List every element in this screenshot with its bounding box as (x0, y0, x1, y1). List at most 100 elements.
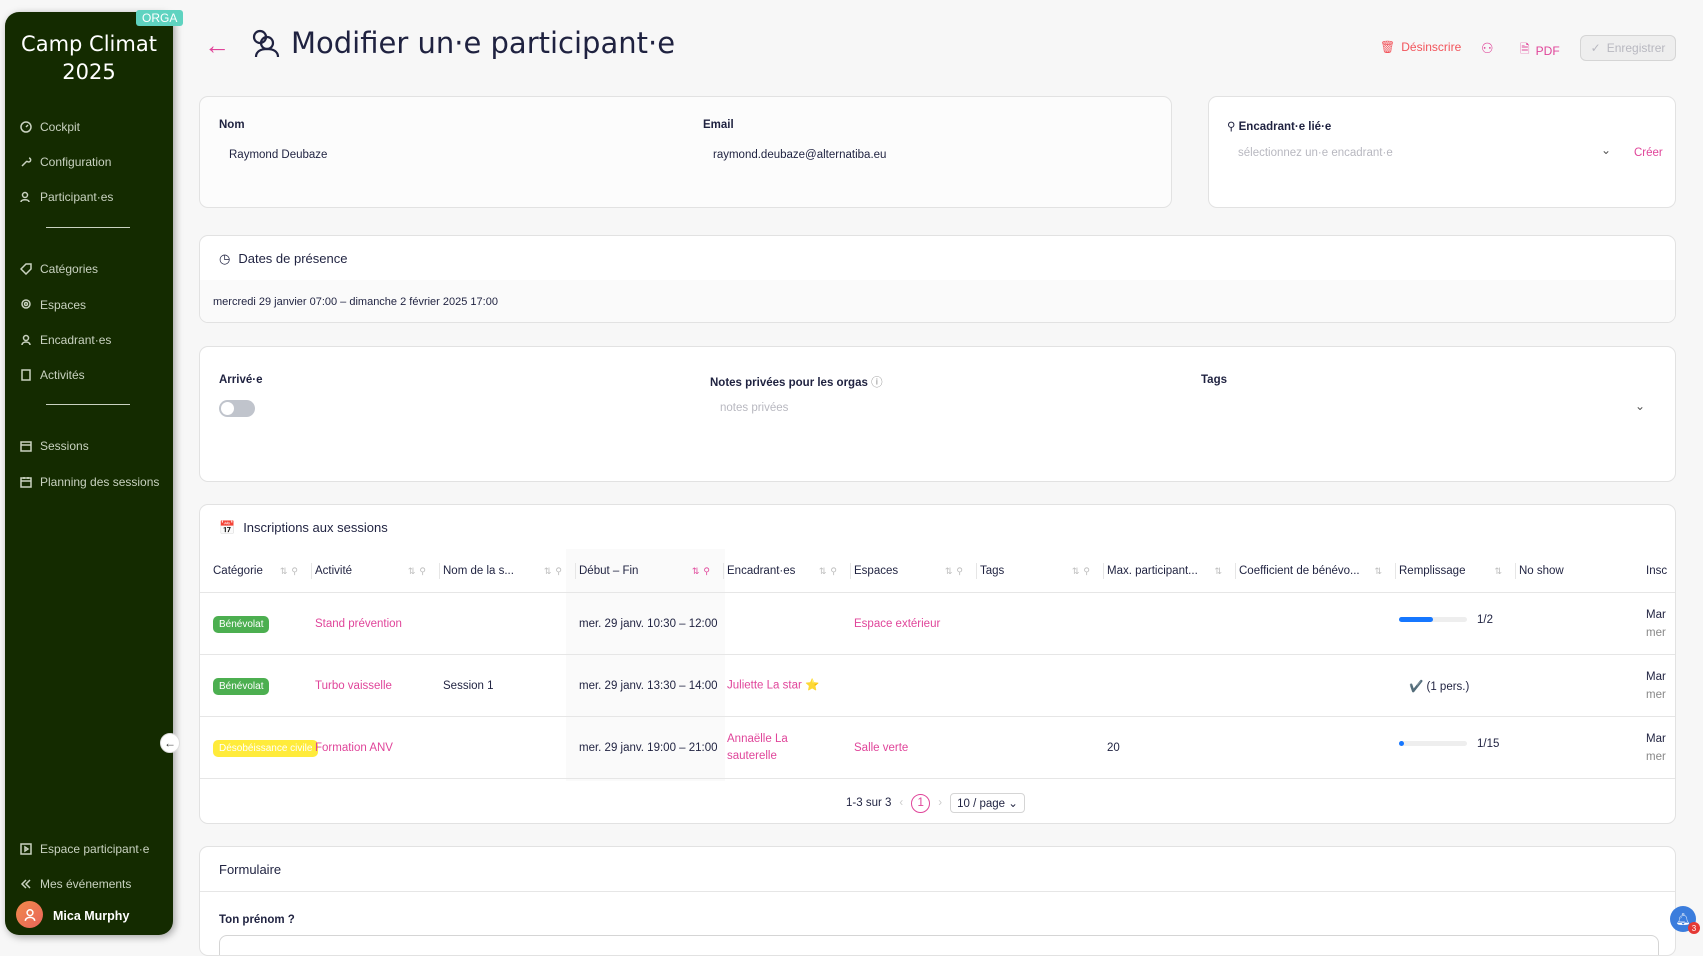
stewards-link[interactable]: Juliette La star ⭐ (727, 679, 820, 691)
avatar[interactable] (16, 901, 43, 928)
collapse-sidebar-button[interactable]: ← (160, 733, 180, 753)
column-header[interactable]: Catégorie ⇅⚲ (213, 549, 312, 593)
chevron-down-icon[interactable]: ⌄ (1601, 143, 1612, 157)
column-header[interactable]: Nom de la s... ⇅⚲ (443, 549, 576, 593)
column-header[interactable]: Coefficient de bénévo... ⇅ (1239, 549, 1396, 593)
column-header[interactable]: Encadrant·es ⇅⚲ (727, 549, 851, 593)
sidebar-item-planning[interactable]: Planning des sessions (20, 475, 159, 489)
category-badge: Désobéissance civile (213, 739, 319, 757)
sidebar-item-encadrants[interactable]: Encadrant·es (20, 333, 111, 347)
orga-badge: ORGA (136, 10, 184, 26)
activity-link[interactable]: Formation ANV (315, 741, 393, 754)
column-label: Nom de la s... (443, 565, 514, 577)
table-row[interactable]: Désobéissance civile Formation ANV mer. 29… (200, 717, 1675, 779)
trash-icon: 🗑 (1380, 40, 1396, 54)
steward-select[interactable]: sélectionnez un·e encadrant·e (1238, 147, 1393, 159)
column-label: Max. participant... (1107, 565, 1198, 577)
create-steward-button[interactable]: Créer (1634, 147, 1663, 159)
sorted-column-bg (566, 549, 725, 781)
tags-select-chevron-icon[interactable]: ⌄ (1635, 399, 1646, 413)
column-label: Début – Fin (579, 565, 639, 577)
column-header[interactable]: Max. participant... ⇅ (1107, 549, 1236, 593)
place-link[interactable]: Salle verte (854, 741, 909, 754)
sort-filter-icons[interactable]: ⇅⚲ (818, 565, 841, 576)
sidebar-item-participants[interactable]: Participant·es (20, 190, 113, 204)
session-name: Session 1 (443, 679, 494, 692)
presence-card: ◷ Dates de présence mercredi 29 janvier 0… (199, 235, 1676, 323)
activity-link[interactable]: Turbo vaisselle (315, 679, 392, 692)
notifications-button[interactable]: 🔔︎ 3 (1670, 906, 1700, 934)
divider (46, 227, 130, 228)
column-header[interactable]: Tags ⇅⚲ (980, 549, 1104, 593)
calendar-check-icon (20, 441, 32, 452)
sort-filter-icons[interactable]: ⇅⚲ (407, 565, 430, 576)
email-field[interactable]: raymond.deubaze@alternatiba.eu (713, 149, 887, 161)
sort-filter-icons[interactable]: ⇅⚲ (279, 565, 302, 576)
sidebar-item-categories[interactable]: Catégories (20, 262, 98, 276)
pdf-button[interactable]: 🗎 PDF (1520, 40, 1560, 61)
next-page-icon[interactable]: › (938, 797, 943, 809)
notification-count: 3 (1688, 922, 1700, 934)
column-header[interactable]: No show (1519, 549, 1643, 593)
name-field[interactable]: Raymond Deubaze (229, 149, 328, 161)
sessions-header: 📅 Inscriptions aux sessions (219, 520, 388, 535)
registration-cell: Mar mer (1646, 732, 1666, 763)
calendar-icon: 📅 (219, 520, 236, 535)
sidebar-item-configuration[interactable]: Configuration (20, 155, 111, 169)
column-label: Coefficient de bénévo... (1239, 565, 1360, 577)
first-name-input[interactable] (219, 935, 1659, 955)
column-header[interactable]: Espaces ⇅⚲ (854, 549, 977, 593)
registration-cell: Mar mer (1646, 670, 1666, 701)
category-cell: Bénévolat (213, 615, 270, 633)
column-label: Tags (980, 565, 1005, 577)
max-participants: 20 (1107, 741, 1120, 754)
column-header[interactable]: Remplissage ⇅ (1399, 549, 1516, 593)
users-icon (252, 29, 280, 58)
stewards-link[interactable]: Annaëlle La sauterelle (727, 732, 788, 762)
unregister-button[interactable]: 🗑 Désinscrire (1380, 40, 1462, 54)
fill-cell: 1/15 (1399, 738, 1499, 750)
back-arrow-icon[interactable]: ← (204, 30, 230, 60)
fill-cell: 1/2 (1399, 614, 1493, 626)
user-settings-button[interactable]: ⚇ (1481, 40, 1494, 57)
sidebar-item-sessions[interactable]: Sessions (20, 439, 89, 453)
user-cog-icon: ⚇ (1481, 40, 1494, 56)
arrived-toggle[interactable] (219, 400, 255, 417)
registration-cell: Mar mer (1646, 608, 1666, 639)
table-row[interactable]: Bénévolat Stand prévention mer. 29 janv. 1… (200, 593, 1675, 655)
table-row[interactable]: Bénévolat Turbo vaisselle Session 1 mer. 29… (200, 655, 1675, 717)
page-size-select[interactable]: 10 / page ⌄ (950, 793, 1025, 813)
user-name[interactable]: Mica Murphy (53, 909, 130, 923)
help-icon: ⓘ (871, 377, 883, 389)
page-1-button[interactable]: 1 (911, 793, 931, 813)
sort-filter-icons[interactable]: ⇅⚲ (691, 565, 714, 576)
column-label: No show (1519, 565, 1564, 577)
save-button[interactable]: ✓ Enregistrer (1580, 35, 1676, 61)
user-icon (24, 908, 35, 921)
sidebar-item-espaces[interactable]: Espaces (20, 298, 86, 312)
sidebar-item-mes-evenements[interactable]: Mes événements (20, 877, 131, 891)
sidebar-item-espace-participant[interactable]: Espace participant·e (20, 842, 149, 856)
steward-card: ⚲ Encadrant·e lié·e sélectionnez un·e en… (1208, 96, 1676, 208)
column-header[interactable]: Début – Fin ⇅⚲ (579, 549, 724, 593)
sort-filter-icons[interactable]: ⇅⚲ (543, 565, 566, 576)
pagination-summary: 1-3 sur 3 (846, 797, 892, 809)
sort-filter-icons[interactable]: ⇅⚲ (1071, 565, 1094, 576)
notes-input[interactable]: notes privées (720, 402, 789, 414)
column-header[interactable]: Insc (1646, 549, 1675, 593)
question-label: Ton prénom ? (219, 914, 295, 926)
sort-filter-icons[interactable]: ⇅ (1374, 565, 1386, 576)
sort-filter-icons[interactable]: ⇅ (1494, 565, 1506, 576)
place-link[interactable]: Espace extérieur (854, 617, 941, 630)
sort-filter-icons[interactable]: ⇅⚲ (944, 565, 967, 576)
prev-page-icon[interactable]: ‹ (899, 797, 904, 809)
category-cell: Désobéissance civile (213, 739, 319, 757)
user-icon: ⚲ (1227, 121, 1239, 133)
sidebar-item-activites[interactable]: Activités (20, 368, 85, 382)
sort-filter-icons[interactable]: ⇅ (1214, 565, 1226, 576)
activity-link[interactable]: Stand prévention (315, 617, 402, 630)
presence-dates: mercredi 29 janvier 07:00 – dimanche 2 f… (213, 296, 498, 308)
fill-progress-bar (1399, 616, 1467, 622)
sidebar-item-cockpit[interactable]: Cockpit (20, 120, 80, 134)
column-header[interactable]: Activité ⇅⚲ (315, 549, 440, 593)
